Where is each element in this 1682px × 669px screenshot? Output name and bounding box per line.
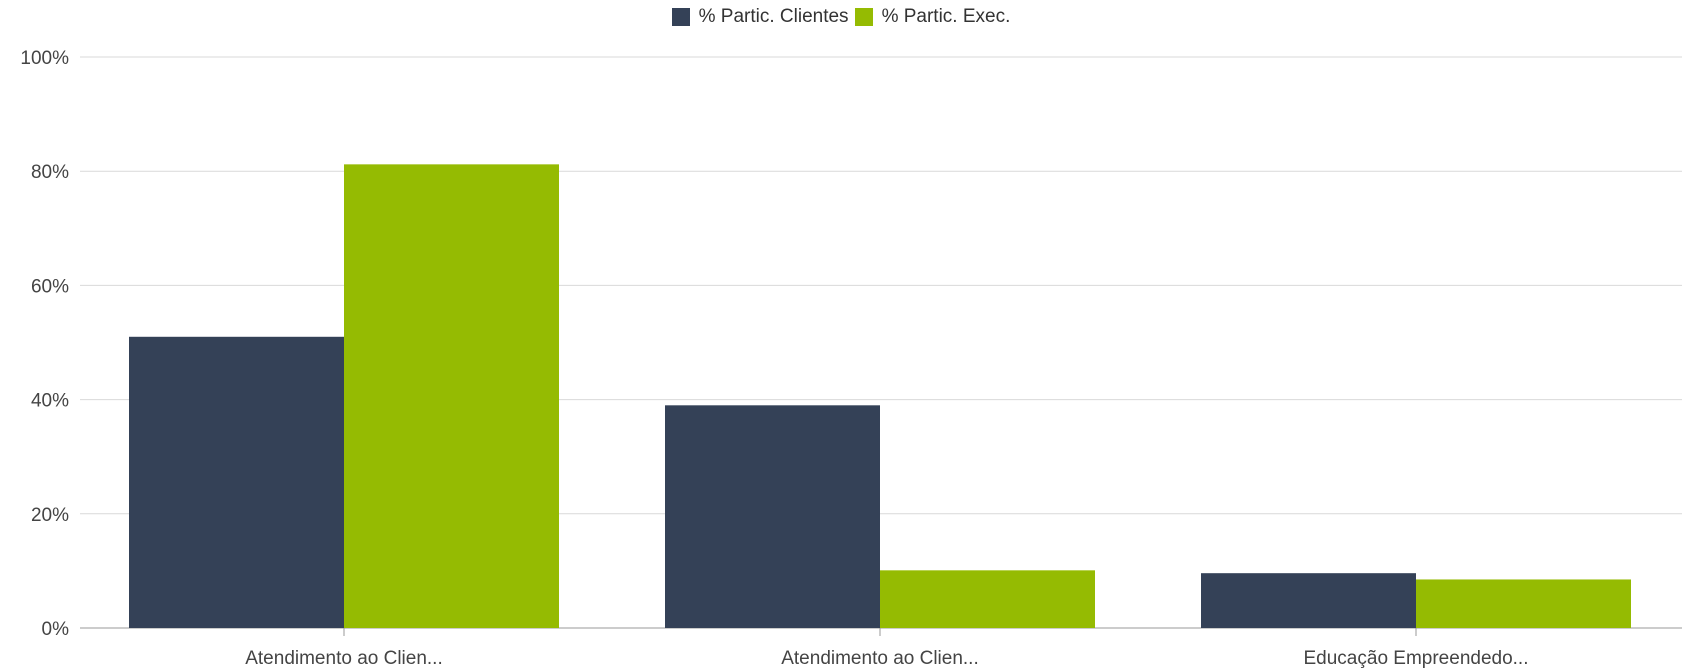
legend-label-clientes: % Partic. Clientes	[698, 6, 849, 27]
legend-item-clientes[interactable]: % Partic. Clientes	[671, 6, 849, 28]
bar-clientes	[1201, 573, 1416, 628]
y-tick-label: 0%	[42, 619, 70, 640]
bar-clientes	[129, 336, 344, 628]
legend-swatch-exec	[854, 8, 873, 26]
legend-label-exec: % Partic. Exec.	[881, 6, 1011, 27]
x-tick-label: Educação Empreendedo...	[1304, 648, 1529, 669]
y-tick-label: 60%	[31, 276, 69, 297]
legend-item-exec[interactable]: % Partic. Exec.	[854, 6, 1011, 28]
y-tick-label: 20%	[31, 505, 69, 526]
legend: % Partic. Clientes % Partic. Exec.	[0, 6, 1682, 28]
x-tick-label: Atendimento ao Clien...	[781, 648, 979, 669]
y-tick-label: 100%	[20, 48, 69, 69]
y-tick-label: 80%	[31, 162, 69, 183]
x-tick-label: Atendimento ao Clien...	[245, 648, 443, 669]
y-tick-label: 40%	[31, 391, 69, 412]
bar-exec	[344, 164, 559, 628]
legend-swatch-clientes	[671, 8, 690, 26]
bar-exec	[880, 570, 1095, 628]
bar-exec	[1416, 579, 1631, 628]
bar-clientes	[665, 405, 880, 628]
